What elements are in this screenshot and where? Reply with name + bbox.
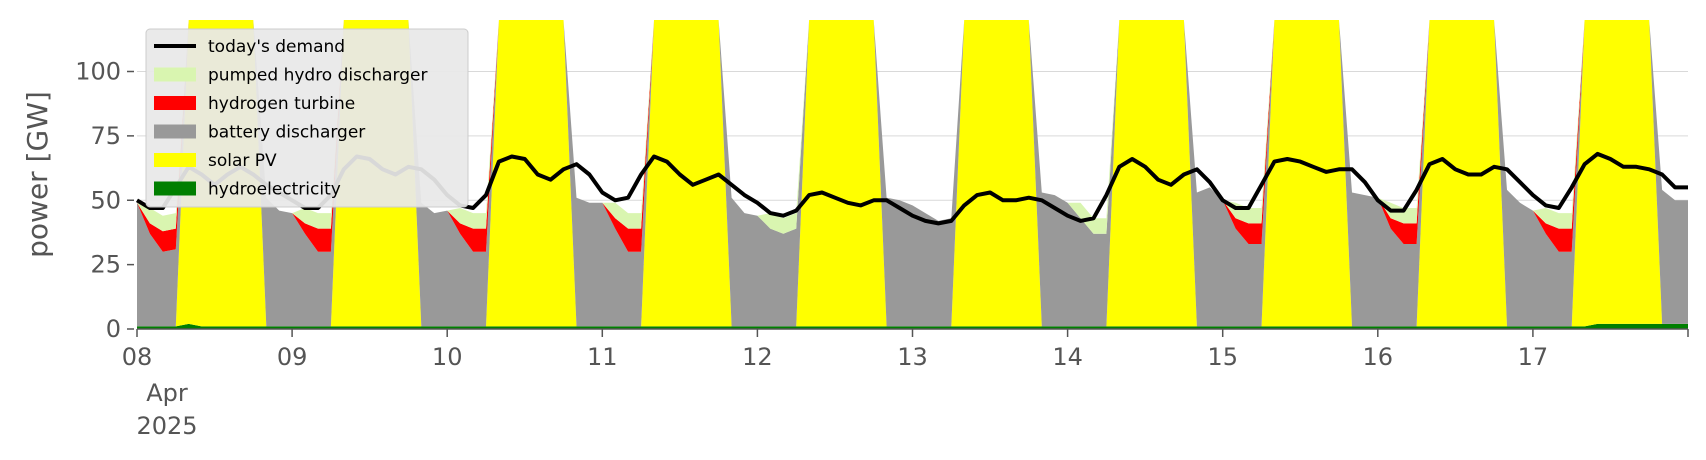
legend-swatch-hydrogen (154, 96, 196, 110)
y-tick-label: 50 (90, 186, 121, 214)
x-tick-label: 14 (1052, 343, 1083, 371)
x-tick-label: 15 (1207, 343, 1238, 371)
legend-swatch-hydro (154, 181, 196, 196)
x-tick-label: 10 (432, 343, 463, 371)
legend-swatch-battery (154, 124, 196, 139)
area-battery (137, 20, 1688, 327)
area-hydro (137, 323, 1688, 329)
y-tick-label: 25 (90, 251, 121, 279)
legend-label-hydro: hydroelectricity (208, 180, 341, 200)
legend-label-battery: battery discharger (208, 123, 365, 143)
x-tick-label: 09 (277, 343, 308, 371)
legend-label-hydrogen: hydrogen turbine (208, 94, 355, 114)
x-tick-sublabel: 2025 (136, 412, 197, 440)
axes: 0 25 50 75 100 08 Apr 2025 09 10 11 12 13 14 15 16 17 (75, 58, 1689, 440)
legend-label-solar: solar PV (208, 151, 277, 171)
legend-swatch-solar (154, 153, 196, 167)
x-tick-label: 17 (1518, 343, 1549, 371)
legend-label-pumped_hydro: pumped hydro discharger (208, 66, 427, 86)
area-solar (137, 20, 1688, 327)
x-tick-label: 13 (897, 343, 928, 371)
y-axis-title: power [GW] (21, 91, 54, 258)
y-tick-label: 100 (75, 58, 121, 86)
x-tick-label: 11 (587, 343, 618, 371)
legend-swatch-pumped_hydro (154, 67, 196, 82)
x-tick-label: 16 (1363, 343, 1394, 371)
stacked-areas (137, 20, 1688, 329)
legend-box (145, 28, 469, 208)
legend: today's demand pumped hydro discharger hyd… (145, 28, 469, 208)
x-tick-sublabel: Apr (146, 379, 188, 407)
y-tick-label: 75 (90, 122, 121, 150)
x-tick-label: 08 (122, 343, 153, 371)
y-tick-label: 0 (106, 315, 121, 343)
legend-label-demand: today's demand (208, 37, 345, 57)
x-tick-label: 12 (742, 343, 773, 371)
